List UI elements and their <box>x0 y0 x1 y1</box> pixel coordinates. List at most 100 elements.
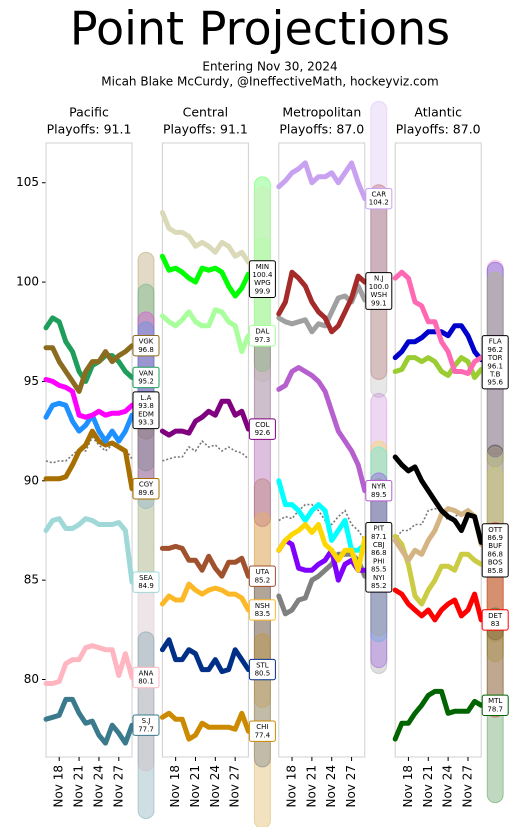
team-name: DAL <box>255 328 269 336</box>
panel-frame <box>394 142 482 758</box>
team-name: CBJ <box>373 541 385 549</box>
team-line <box>392 587 484 623</box>
panel-playoffs: Playoffs: 91.1 <box>163 122 248 137</box>
team-line <box>43 400 135 444</box>
panel-title: Metropolitan <box>282 105 361 120</box>
team-line <box>159 543 251 579</box>
label-box <box>248 418 276 440</box>
x-tick-label: Nov 21 <box>188 765 202 808</box>
team-projection: 84.9 <box>138 582 154 590</box>
team-line <box>276 478 368 553</box>
panel-playoffs: Playoffs: 91.1 <box>47 122 132 137</box>
panel-frame <box>278 142 366 758</box>
team-name: WSH <box>370 291 387 299</box>
team-projection: 83 <box>491 620 500 628</box>
x-tick-label: Nov 24 <box>91 765 105 808</box>
team-line <box>159 710 251 742</box>
x-tick-label: Nov 18 <box>401 765 415 808</box>
team-line <box>43 315 135 384</box>
team-name: NSH <box>255 602 270 610</box>
team-name: CGY <box>139 481 154 489</box>
team-projection: 93.8 <box>138 402 154 410</box>
label-box <box>365 480 393 502</box>
team-projection: 87.1 <box>371 533 387 541</box>
team-name: WPG <box>254 279 271 287</box>
playoff-line <box>162 439 249 462</box>
team-name: CHI <box>256 723 268 731</box>
team-projection: 85.5 <box>371 566 387 574</box>
team-line <box>43 643 135 686</box>
y-tick-label: 80 <box>24 672 39 686</box>
team-projection: 86.8 <box>371 549 387 557</box>
x-tick-label: Nov 21 <box>421 765 435 808</box>
x-tick-label: Nov 18 <box>168 765 182 808</box>
panel-playoffs: Playoffs: 87.0 <box>279 122 364 137</box>
label-box <box>132 334 160 357</box>
team-projection: 95.6 <box>487 379 503 387</box>
label-box <box>132 714 160 736</box>
team-line <box>159 581 251 613</box>
team-line <box>159 210 251 265</box>
label-box <box>365 272 393 310</box>
team-line <box>276 522 368 573</box>
team-line <box>276 269 368 335</box>
x-tick-label: Nov 24 <box>441 765 455 808</box>
team-line <box>392 269 484 376</box>
team-name: CAR <box>372 191 387 199</box>
team-name: NYR <box>372 483 387 491</box>
label-box <box>248 325 276 347</box>
x-tick-label: Nov 27 <box>344 765 358 808</box>
team-name: EDM <box>138 410 154 418</box>
chart-subtitle: Entering Nov 30, 2024 <box>202 60 337 74</box>
team-projection: 89.5 <box>371 491 387 499</box>
team-line <box>276 365 368 494</box>
team-projection: 99.1 <box>371 299 387 307</box>
label-box <box>481 523 509 578</box>
team-name: VGK <box>139 338 154 346</box>
team-projection: 77.7 <box>138 725 154 733</box>
team-projection: 97.3 <box>255 336 271 344</box>
team-name: S.J <box>142 717 151 725</box>
label-box <box>365 522 393 593</box>
x-tick-label: Nov 18 <box>52 765 66 808</box>
team-line <box>43 516 135 585</box>
team-projection: 85.2 <box>371 582 387 590</box>
y-tick-label: 90 <box>24 473 39 487</box>
label-box <box>132 571 160 593</box>
team-name: PHI <box>373 557 385 565</box>
x-tick-label: Nov 24 <box>208 765 222 808</box>
team-name: TOR <box>487 354 503 362</box>
team-name: MIN <box>256 263 269 271</box>
label-box <box>365 187 393 210</box>
team-projection: 104.2 <box>369 199 389 207</box>
team-projection: 80.5 <box>255 670 271 678</box>
label-box <box>481 335 509 390</box>
y-tick-label: 100 <box>16 275 39 289</box>
team-name: BUF <box>488 542 502 550</box>
label-box <box>481 694 509 717</box>
team-projection: 83.5 <box>255 610 271 618</box>
label-box <box>132 666 160 689</box>
chart-title: Point Projections <box>70 2 450 56</box>
x-tick-label: Nov 21 <box>304 765 318 808</box>
team-line <box>392 506 484 563</box>
team-name: L.A <box>141 394 152 402</box>
team-line <box>159 307 251 355</box>
team-line <box>43 696 135 746</box>
team-projection: 89.6 <box>138 489 154 497</box>
team-projection: 96.2 <box>487 346 503 354</box>
team-projection: 95.2 <box>138 378 154 386</box>
team-projection: 86.9 <box>487 534 503 542</box>
team-line <box>392 454 484 545</box>
y-tick-label: 95 <box>24 374 39 388</box>
label-box <box>248 565 276 587</box>
team-name: COL <box>255 421 269 429</box>
label-box <box>248 658 276 681</box>
team-line <box>159 398 251 438</box>
team-name: T.B <box>489 371 501 379</box>
team-name: ANA <box>139 669 154 677</box>
playoff-line <box>45 435 133 464</box>
team-projection: 99.9 <box>255 287 271 295</box>
team-projection: 85.8 <box>487 567 503 575</box>
